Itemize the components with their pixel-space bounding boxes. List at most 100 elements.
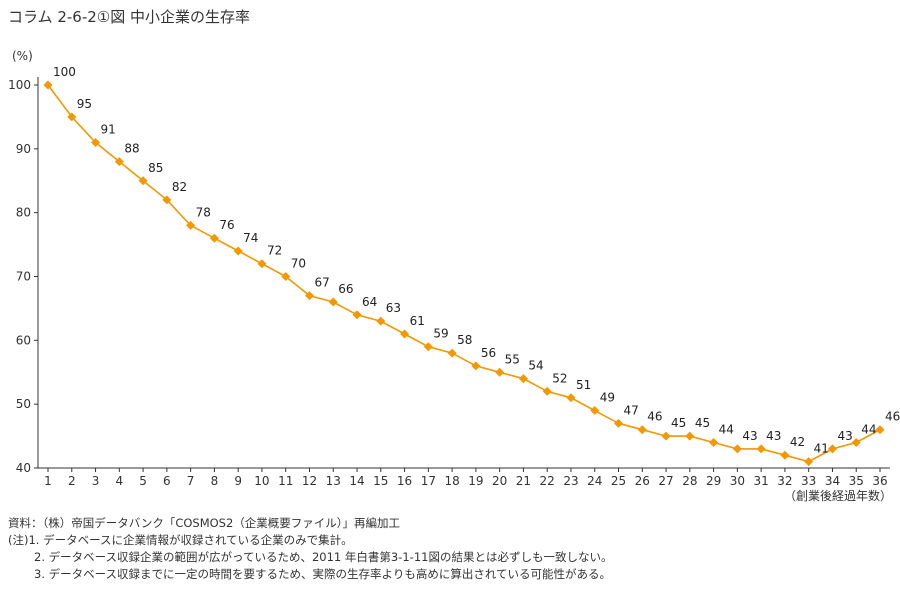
data-point-marker	[495, 367, 505, 377]
x-tick-label: 36	[872, 474, 887, 488]
data-point-marker	[162, 195, 172, 205]
x-tick-label: 14	[349, 474, 364, 488]
data-point-label: 51	[576, 378, 591, 392]
data-point-label: 59	[433, 327, 448, 341]
data-point-marker	[400, 329, 410, 339]
data-point-marker	[304, 291, 314, 301]
data-point-marker	[614, 418, 624, 428]
data-point-marker	[518, 374, 528, 384]
data-point-label: 55	[505, 352, 520, 366]
x-tick-label: 8	[211, 474, 219, 488]
y-tick-label: 70	[16, 270, 31, 284]
data-point-marker	[352, 310, 362, 320]
data-point-marker	[447, 348, 457, 358]
x-tick-label: 26	[635, 474, 650, 488]
data-point-label: 56	[481, 346, 496, 360]
y-tick-label: 100	[8, 78, 31, 92]
x-tick-label: 27	[658, 474, 673, 488]
x-tick-label: 11	[278, 474, 293, 488]
x-tick-label: 34	[825, 474, 840, 488]
y-tick-label: 90	[16, 142, 31, 156]
data-point-marker	[804, 457, 814, 467]
x-tick-label: 33	[801, 474, 816, 488]
x-tick-label: 4	[115, 474, 123, 488]
x-tick-label: 5	[139, 474, 147, 488]
data-point-label: 74	[243, 231, 258, 245]
data-point-label: 76	[219, 218, 234, 232]
data-point-label: 72	[267, 244, 282, 258]
x-tick-label: 2	[68, 474, 76, 488]
data-point-marker	[542, 386, 552, 396]
data-point-label: 100	[53, 65, 76, 79]
data-point-label: 46	[647, 410, 662, 424]
data-point-label: 46	[885, 410, 900, 424]
data-point-marker	[186, 220, 196, 230]
note-3: 3. データベース収録までに一定の時間を要するため、実際の生存率よりも高めに算出…	[34, 567, 611, 581]
data-point-marker	[281, 272, 291, 281]
x-tick-label: 15	[373, 474, 388, 488]
x-tick-label: 31	[754, 474, 769, 488]
series-line	[47, 84, 881, 463]
data-point-label: 49	[600, 391, 615, 405]
data-point-label: 43	[742, 429, 757, 443]
x-tick-label: 25	[611, 474, 626, 488]
data-point-label: 64	[362, 295, 377, 309]
data-point-marker	[827, 444, 837, 454]
data-point-marker	[376, 316, 386, 326]
x-tick-label: 13	[326, 474, 341, 488]
x-tick-label: 17	[421, 474, 436, 488]
data-point-marker	[709, 437, 719, 447]
data-point-label: 58	[457, 333, 472, 347]
data-point-marker	[209, 233, 219, 243]
data-point-label: 43	[766, 429, 781, 443]
x-tick-label: 16	[397, 474, 412, 488]
data-point-label: 95	[77, 97, 92, 111]
data-point-label: 63	[386, 301, 401, 315]
y-tick-label: 80	[16, 206, 31, 220]
data-point-marker	[590, 406, 600, 416]
data-point-label: 47	[624, 403, 639, 417]
x-tick-label: 1	[44, 474, 52, 488]
data-point-label: 67	[314, 276, 329, 290]
data-point-marker	[67, 112, 77, 122]
note-2: 2. データベース収録企業の範囲が広がっているため、2011 年白書第3-1-1…	[34, 550, 613, 564]
y-tick-label: 40	[16, 461, 31, 475]
x-tick-label: 7	[187, 474, 195, 488]
data-point-label: 42	[790, 435, 805, 449]
x-axis-label: （創業後経過年数）	[784, 488, 892, 503]
data-point-marker	[637, 425, 647, 435]
data-point-marker	[732, 444, 742, 454]
x-tick-label: 6	[163, 474, 171, 488]
data-point-label: 85	[148, 161, 163, 175]
data-point-label: 82	[172, 180, 187, 194]
x-tick-label: 23	[563, 474, 578, 488]
data-point-marker	[471, 361, 481, 371]
data-point-marker	[114, 157, 124, 167]
x-tick-label: 20	[492, 474, 507, 488]
data-point-label: 54	[528, 359, 543, 373]
data-point-label: 61	[410, 314, 425, 328]
data-point-marker	[233, 246, 243, 256]
data-point-marker	[875, 425, 885, 435]
data-point-marker	[257, 259, 267, 269]
data-point-label: 52	[552, 371, 567, 385]
y-tick-label: 50	[16, 397, 31, 411]
data-point-marker	[328, 297, 338, 307]
notes-block: 資料：（株）帝国データバンク「COSMOS2（企業概要ファイル）」再編加工 (注…	[8, 515, 612, 583]
data-point-marker	[756, 444, 766, 454]
data-point-marker	[661, 431, 671, 441]
data-point-marker	[780, 450, 790, 460]
data-point-marker	[43, 80, 53, 90]
x-tick-label: 9	[234, 474, 242, 488]
data-point-label: 66	[338, 282, 353, 296]
x-tick-label: 18	[444, 474, 459, 488]
x-tick-label: 24	[587, 474, 602, 488]
y-axis-unit-label: (%)	[12, 49, 33, 63]
data-point-label: 44	[861, 422, 876, 436]
x-tick-label: 30	[730, 474, 745, 488]
data-point-label: 78	[196, 205, 211, 219]
x-tick-label: 28	[682, 474, 697, 488]
data-point-label: 43	[837, 429, 852, 443]
data-point-label: 44	[719, 422, 734, 436]
